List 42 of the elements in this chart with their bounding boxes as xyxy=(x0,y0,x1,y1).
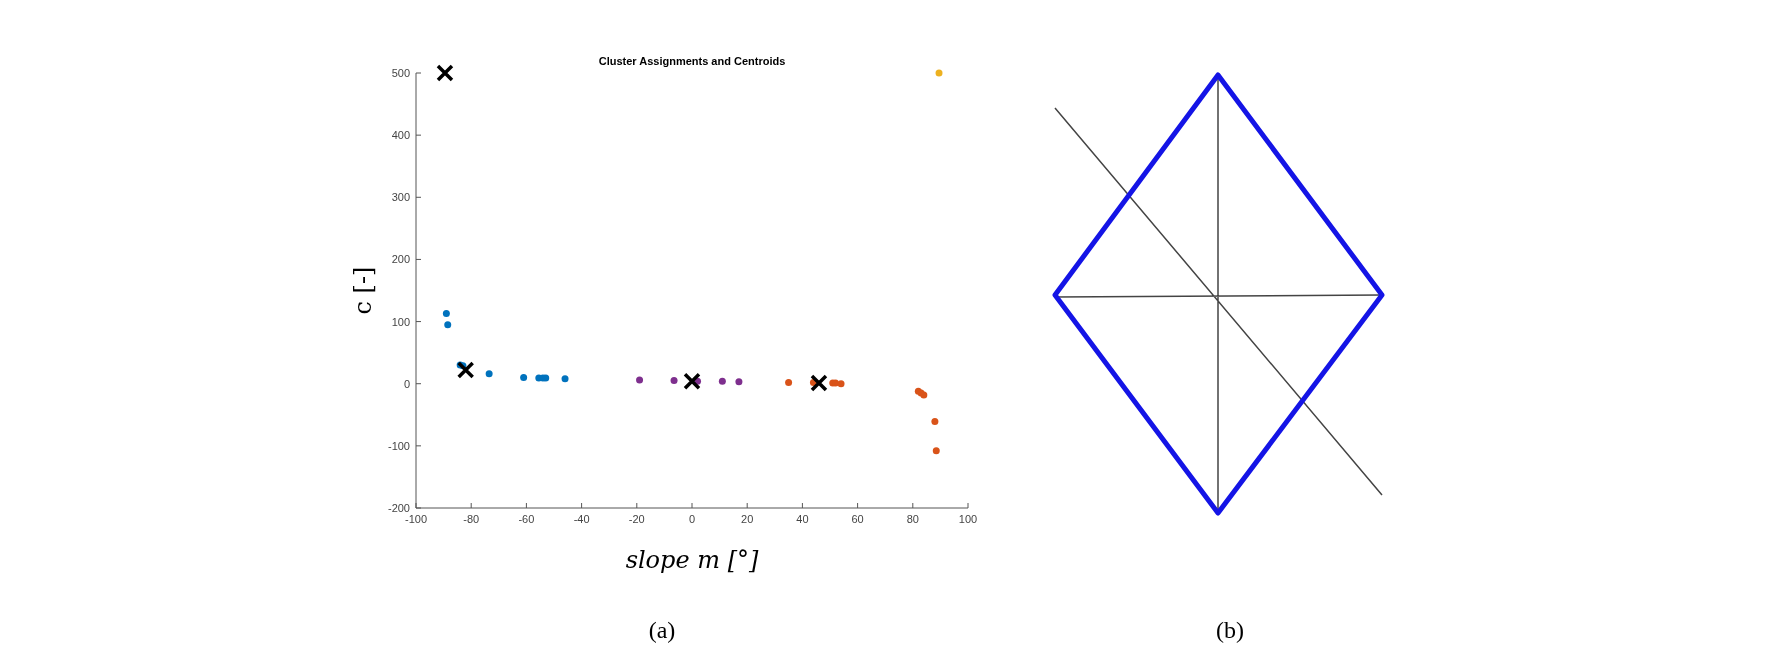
text: (b) xyxy=(1216,617,1244,643)
point xyxy=(931,418,939,426)
y-tick-label: 200 xyxy=(391,253,410,266)
x-tick-label: 100 xyxy=(958,513,978,525)
point xyxy=(520,374,528,381)
point xyxy=(444,321,452,329)
y-axis-title: c [-] xyxy=(349,266,377,315)
point xyxy=(810,374,828,392)
x-tick-label: 80 xyxy=(906,513,919,525)
x-tick-label: 0 xyxy=(688,513,696,525)
x-tick-label: -80 xyxy=(463,513,480,525)
point xyxy=(561,375,569,383)
point xyxy=(456,361,475,379)
chart-title: Cluster Assignments and Centroids xyxy=(598,55,786,67)
point xyxy=(932,447,940,455)
point xyxy=(636,376,644,384)
x-tick-label: 60 xyxy=(851,513,864,525)
text: (a) xyxy=(648,617,676,643)
x-tick-label: 20 xyxy=(741,513,754,525)
y-tick-label: 300 xyxy=(391,191,410,204)
point xyxy=(485,370,493,378)
point xyxy=(718,377,726,385)
x-tick-label: -20 xyxy=(628,513,645,525)
x-tick-label: -40 xyxy=(573,513,590,525)
x-tick-label: -60 xyxy=(518,513,535,525)
point xyxy=(935,69,943,77)
y-tick-label: 100 xyxy=(391,315,410,328)
x-tick-label: -100 xyxy=(404,513,428,525)
point xyxy=(785,378,793,386)
y-tick-label: 500 xyxy=(391,67,410,79)
x-axis-title: slope m [°] xyxy=(625,546,760,574)
point xyxy=(735,378,743,386)
point xyxy=(837,380,845,388)
x-tick-label: 40 xyxy=(796,513,809,525)
point xyxy=(670,377,678,385)
point xyxy=(683,372,701,390)
y-tick-label: -200 xyxy=(387,502,410,514)
point xyxy=(436,64,454,82)
y-tick-label: -100 xyxy=(387,439,410,452)
point xyxy=(442,309,450,317)
y-tick-label: 0 xyxy=(403,377,410,390)
y-tick-label: 400 xyxy=(391,129,410,142)
